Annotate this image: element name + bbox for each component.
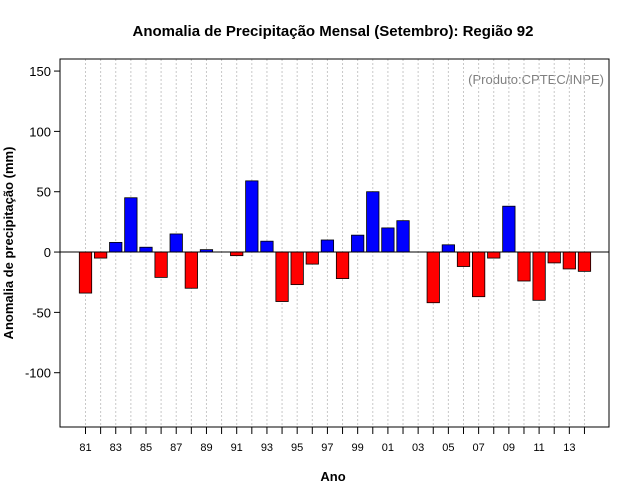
- bars: [78, 180, 592, 304]
- bar-83: [109, 241, 123, 253]
- bar-11: [532, 251, 546, 301]
- chart-title: Anomalia de Precipitação Mensal (Setembr…: [133, 23, 534, 40]
- x-tick-label-03: 03: [412, 442, 424, 454]
- bar-88: [184, 251, 198, 289]
- y-axis-label: Anomalia de precipitação (mm): [1, 147, 16, 340]
- bar-99: [351, 234, 365, 253]
- bar-85: [139, 246, 153, 253]
- x-tick-label-97: 97: [321, 442, 333, 454]
- bar-14: [577, 251, 592, 272]
- bar-96: [305, 251, 319, 265]
- x-tick-label-05: 05: [442, 442, 454, 454]
- bar-86: [154, 251, 168, 278]
- bar-82: [94, 251, 108, 259]
- bar-81: [78, 251, 93, 294]
- bar-06: [456, 251, 471, 267]
- bar-00: [366, 191, 380, 253]
- bar-09: [502, 205, 516, 253]
- bar-04: [426, 251, 440, 304]
- x-tick-label-01: 01: [382, 442, 394, 454]
- y-tick-label-100: 100: [29, 124, 51, 139]
- y-tick-label-0: 0: [44, 245, 51, 260]
- y-tick-label--50: -50: [32, 305, 51, 320]
- x-tick-label-07: 07: [472, 442, 484, 454]
- x-tick-label-09: 09: [503, 442, 515, 454]
- bar-07: [472, 251, 486, 298]
- x-tick-label-11: 11: [533, 442, 544, 454]
- plot-frame: [59, 58, 610, 428]
- bar-84: [124, 197, 138, 253]
- x-tick-label-91: 91: [231, 442, 243, 454]
- x-tick-label-83: 83: [110, 442, 122, 454]
- chart-annotation: (Produto:CPTEC/INPE): [468, 72, 604, 87]
- bar-87: [169, 233, 183, 253]
- bar-95: [290, 251, 304, 286]
- bar-01: [381, 227, 395, 253]
- y-tick-label-50: 50: [37, 185, 51, 200]
- x-tick-label-95: 95: [291, 442, 303, 454]
- bar-94: [275, 251, 289, 302]
- x-axis-label: Ano: [320, 469, 345, 484]
- bar-91: [230, 251, 244, 257]
- bar-12: [547, 251, 561, 264]
- bar-13: [562, 251, 576, 270]
- bar-02: [396, 220, 410, 253]
- x-tick-label-87: 87: [170, 442, 182, 454]
- bar-92: [245, 180, 259, 253]
- y-tick-label--100: -100: [25, 366, 51, 381]
- y-tick-label-150: 150: [29, 64, 51, 79]
- x-tick-label-93: 93: [261, 442, 273, 454]
- bar-98: [335, 251, 350, 279]
- x-tick-label-99: 99: [352, 442, 364, 454]
- bar-08: [487, 251, 501, 259]
- bar-10: [517, 251, 531, 282]
- bar-05: [441, 244, 455, 253]
- x-tick-label-85: 85: [140, 442, 152, 454]
- x-tick-label-81: 81: [79, 442, 91, 454]
- x-tick-label-89: 89: [200, 442, 212, 454]
- x-tick-label-13: 13: [563, 442, 575, 454]
- bar-93: [260, 240, 274, 253]
- bar-97: [320, 239, 335, 253]
